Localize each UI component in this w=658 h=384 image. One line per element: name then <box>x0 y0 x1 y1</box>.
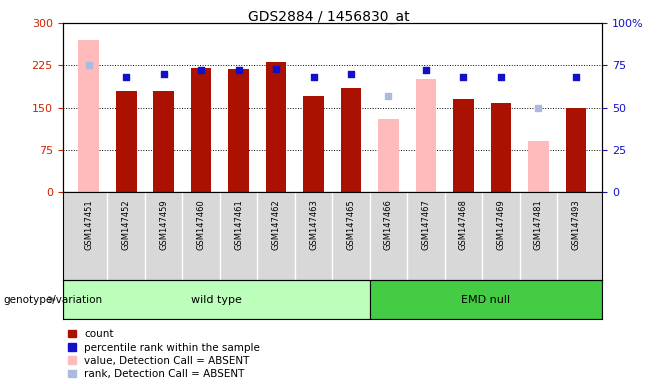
Point <box>495 74 506 80</box>
Text: GSM147460: GSM147460 <box>197 199 206 250</box>
Text: GSM147468: GSM147468 <box>459 199 468 250</box>
Text: GSM147451: GSM147451 <box>84 199 93 250</box>
Bar <box>341 88 361 192</box>
Point <box>570 74 581 80</box>
Text: GDS2884 / 1456830_at: GDS2884 / 1456830_at <box>248 10 410 23</box>
Point <box>121 74 132 80</box>
Bar <box>528 141 549 192</box>
Point <box>533 104 544 111</box>
Bar <box>565 108 586 192</box>
Bar <box>378 119 399 192</box>
Point <box>309 74 319 80</box>
Text: GSM147466: GSM147466 <box>384 199 393 250</box>
Text: EMD null: EMD null <box>461 295 511 305</box>
Text: GSM147465: GSM147465 <box>347 199 355 250</box>
Bar <box>266 63 286 192</box>
Point <box>345 71 356 77</box>
Text: GSM147467: GSM147467 <box>422 199 430 250</box>
Point <box>159 71 169 77</box>
Text: GSM147463: GSM147463 <box>309 199 318 250</box>
Point <box>196 67 207 73</box>
Legend: count, percentile rank within the sample, value, Detection Call = ABSENT, rank, : count, percentile rank within the sample… <box>68 329 261 379</box>
Point <box>458 74 468 80</box>
Point <box>271 66 282 72</box>
Text: GSM147459: GSM147459 <box>159 199 168 250</box>
Bar <box>228 69 249 192</box>
Text: GSM147452: GSM147452 <box>122 199 131 250</box>
Text: GSM147493: GSM147493 <box>571 199 580 250</box>
Bar <box>303 96 324 192</box>
Bar <box>416 79 436 192</box>
Point <box>234 67 244 73</box>
Bar <box>153 91 174 192</box>
Text: GSM147469: GSM147469 <box>496 199 505 250</box>
Bar <box>370 280 602 319</box>
Bar <box>191 68 211 192</box>
Point <box>84 62 94 68</box>
Bar <box>453 99 474 192</box>
Text: genotype/variation: genotype/variation <box>3 295 103 305</box>
Bar <box>491 103 511 192</box>
Bar <box>116 91 136 192</box>
Bar <box>78 40 99 192</box>
Point <box>420 67 431 73</box>
Text: GSM147462: GSM147462 <box>272 199 280 250</box>
Point <box>383 93 393 99</box>
Text: GSM147461: GSM147461 <box>234 199 243 250</box>
Text: wild type: wild type <box>191 295 241 305</box>
Bar <box>63 280 370 319</box>
Text: GSM147481: GSM147481 <box>534 199 543 250</box>
